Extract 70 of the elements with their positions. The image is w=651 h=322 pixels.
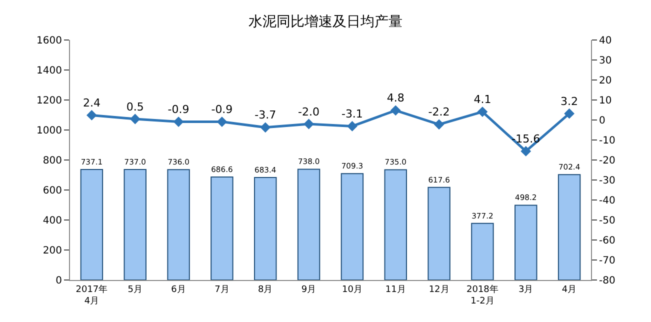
y2-tick-label: -70 xyxy=(599,256,616,266)
y-tick-label: 1000 xyxy=(36,126,62,136)
point xyxy=(564,108,574,119)
x-tick-label: 7月 xyxy=(214,284,230,295)
point xyxy=(347,121,358,132)
point xyxy=(304,118,314,130)
y2-tick-label: -80 xyxy=(599,276,616,286)
data-label: 0.5 xyxy=(126,100,144,114)
bar xyxy=(514,204,538,280)
bar xyxy=(340,173,364,280)
point xyxy=(216,116,228,127)
data-label: 2.4 xyxy=(82,96,100,110)
x-tick-label: 3月 xyxy=(518,284,534,295)
y-tick-label: 400 xyxy=(42,216,62,226)
point xyxy=(477,106,488,117)
y2-tick-label: -50 xyxy=(599,216,616,226)
x-tick-label: 2017年 4月 xyxy=(76,284,108,306)
bar xyxy=(80,168,104,280)
data-label: -3.1 xyxy=(341,107,363,120)
y-tick-label: 0 xyxy=(56,276,62,286)
y2-tick-label: 30 xyxy=(599,56,612,66)
point xyxy=(434,119,444,130)
y-tick-label: 1600 xyxy=(36,36,62,46)
data-label: 4.1 xyxy=(474,93,492,106)
point xyxy=(260,122,271,133)
bar xyxy=(210,176,234,280)
x-tick-label: 5月 xyxy=(128,284,142,295)
y-tick-label: 1200 xyxy=(36,96,62,106)
data-label: 4.8 xyxy=(386,92,404,105)
point xyxy=(390,105,401,116)
x-tick-label: 9月 xyxy=(301,284,316,295)
point xyxy=(130,114,140,124)
x-tick-label: 12月 xyxy=(428,284,450,295)
x-tick-label: 8月 xyxy=(258,284,273,295)
bar xyxy=(297,168,320,280)
y2-tick-label: -60 xyxy=(599,236,616,246)
point xyxy=(520,146,532,156)
y2-tick-label: -40 xyxy=(599,196,616,206)
y-tick-label: 200 xyxy=(42,246,62,256)
y2-tick-label: -20 xyxy=(599,156,616,166)
y-tick-label: 1400 xyxy=(36,66,62,76)
y2-tick-label: 40 xyxy=(599,36,612,46)
point xyxy=(173,116,184,127)
bar xyxy=(428,186,450,280)
bar xyxy=(558,174,581,280)
data-label: 3.2 xyxy=(560,94,578,108)
bar xyxy=(254,176,277,280)
x-tick-label: 6月 xyxy=(171,284,186,295)
data-label: -3.7 xyxy=(254,108,276,122)
y2-tick-label: 0 xyxy=(599,116,606,126)
data-label: -2.0 xyxy=(298,105,320,118)
x-tick-label: 11月 xyxy=(385,284,406,295)
data-label: -0.9 xyxy=(168,103,190,116)
y2-tick-label: 20 xyxy=(599,76,612,86)
bar xyxy=(124,168,146,280)
bar xyxy=(384,169,407,280)
bar xyxy=(471,222,494,280)
x-tick-label: 2018年 1-2月 xyxy=(466,284,498,306)
x-tick-label: 4月 xyxy=(562,284,577,295)
data-label: -0.9 xyxy=(211,103,233,116)
chart-title: 水泥同比增速及日均产量 xyxy=(248,14,402,30)
y2-tick-label: -30 xyxy=(599,176,616,186)
y-tick-label: 800 xyxy=(42,156,62,166)
point xyxy=(86,110,97,120)
x-tick-label: 10月 xyxy=(342,284,362,295)
data-label: -2.2 xyxy=(428,106,450,119)
y-tick-label: 600 xyxy=(42,186,62,196)
y2-tick-label: 10 xyxy=(599,96,612,106)
y2-tick-label: -10 xyxy=(599,136,616,146)
bar xyxy=(167,169,190,280)
